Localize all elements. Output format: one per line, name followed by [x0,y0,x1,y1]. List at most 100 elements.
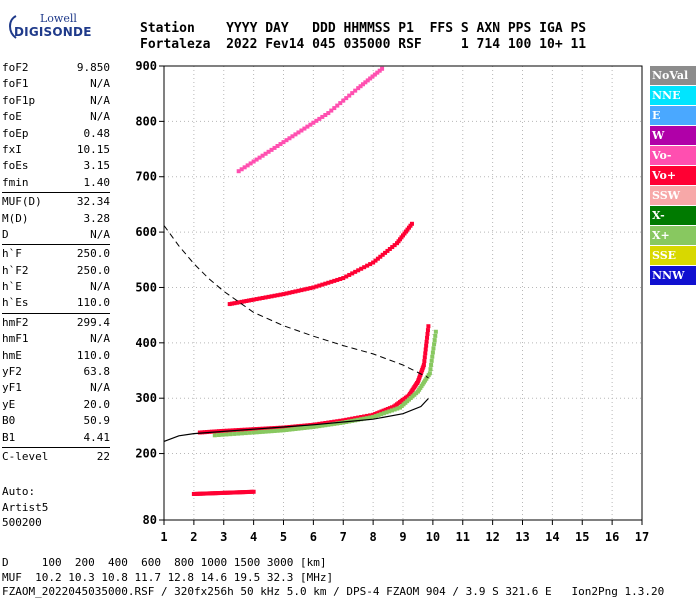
echo-point [242,165,247,170]
echo-point [200,430,205,435]
echo-point [332,419,337,424]
echo-point [425,328,430,333]
echo-point [430,354,435,359]
echo-point [431,346,436,351]
echo-point [269,429,274,434]
echo-point [296,288,301,293]
echo-point [323,281,328,286]
param-label: fmin [2,175,29,189]
echo-point [308,425,313,430]
echo-point [387,406,392,411]
echo-point [365,78,370,83]
echo-point [247,430,252,435]
echo-point [228,432,233,437]
echo-point [260,429,265,434]
echo-point [375,256,380,261]
echo-point [320,282,325,287]
param-row: foF2 9.850 [2,60,110,76]
echo-point [372,72,377,77]
legend-item: W [650,126,696,145]
echo-point [317,116,322,121]
x-tick-label: 15 [575,530,589,544]
echo-point [368,415,373,420]
param-value: 299.4 [76,315,110,329]
echo-point [371,415,376,420]
echo-point [197,430,202,435]
echo-point [376,413,381,418]
echo-point [296,426,301,431]
echo-point [377,68,382,73]
param-row: hmF2 299.4 [2,315,110,331]
echo-point [311,120,316,125]
echo-point [234,300,239,305]
station-header: Station YYYY DAY DDD HHMMSS P1 FFS S AXN… [140,21,586,53]
legend-item: SSW [650,186,696,205]
echo-point [371,412,376,417]
echo-point [429,358,434,363]
echo-point [341,276,346,281]
echo-point [272,428,277,433]
x-tick-label: 2 [190,530,197,544]
echo-point [263,151,268,156]
echo-point [263,295,268,300]
x-tick-label: 12 [485,530,499,544]
param-value: N/A [90,93,110,107]
echo-point [314,118,319,123]
echo-point [433,333,438,338]
echo-point [344,96,349,101]
y-tick-label: 600 [135,225,157,239]
echo-point [350,416,355,421]
x-tick-label: 17 [635,530,649,544]
echo-point [341,418,346,423]
echo-point [359,266,364,271]
echo-point [299,128,304,133]
echo-point [308,286,313,291]
echo-point [335,103,340,108]
param-value: 250.0 [76,247,110,261]
echo-point [293,426,298,431]
param-label: h`E [2,280,22,294]
echo-point [242,299,247,304]
echo-point [224,432,229,437]
param-value: 3.28 [83,211,111,225]
echo-point [365,413,370,418]
echo-point [329,422,334,427]
echo-point [373,411,378,416]
echo-point [384,410,389,415]
echo-point [387,246,392,251]
param-value: N/A [90,110,110,124]
param-label: foE [2,110,22,124]
echo-point [353,416,358,421]
echo-point [317,424,322,429]
x-tick-label: 9 [399,530,406,544]
param-row: h`Es 110.0 [2,295,110,311]
x-tick-label: 4 [250,530,257,544]
echo-point [424,339,429,344]
profile-lines [163,225,429,442]
echo-point [281,428,286,433]
param-value: 22 [96,449,110,463]
echo-point [320,423,325,428]
echo-point [278,142,283,147]
echo-point [432,342,437,347]
param-row: C-level 22 [2,449,110,465]
param-separator [2,192,110,194]
echo-point [293,289,298,294]
echo-point [368,76,373,81]
x-tick-label: 14 [545,530,559,544]
footer-file-info: FZAOM_2022045035000.RSF / 320fx256h 50 k… [2,585,665,598]
echo-point [380,66,385,71]
echo-point [365,416,370,421]
echo-point [422,355,427,360]
echo-point [202,430,207,435]
auto-program: Artist5 [2,500,49,514]
chart-grid [163,65,643,521]
echo-point [302,126,307,131]
echo-point [378,254,383,259]
echo-point [359,417,364,422]
echo-point [387,409,392,414]
echo-point [302,425,307,430]
param-row: foE N/A [2,109,110,125]
echo-point [385,406,390,411]
